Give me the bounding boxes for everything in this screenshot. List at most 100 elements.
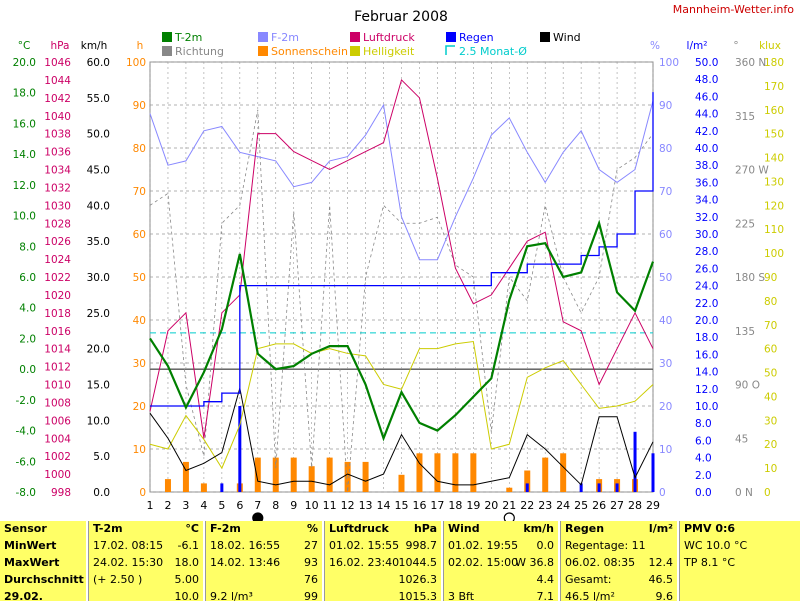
wind-tick-label: 50.0 <box>87 129 110 141</box>
brightness-tick-label: 130 <box>764 176 784 188</box>
brightness-tick-label: 70 <box>764 320 777 332</box>
temp-header: T-2m °C <box>89 521 203 537</box>
sunshine-tick-label: 80 <box>133 143 146 155</box>
legend-label: Wind <box>553 31 581 44</box>
rain-tick-label: 48.0 <box>695 74 718 86</box>
rain-row: 06.02. 08:35 12.4 <box>561 554 677 571</box>
daily-rain-bar <box>615 483 619 492</box>
pressure-title: Luftdruck <box>329 522 389 535</box>
wind-header: Wind km/h <box>444 521 558 537</box>
pressure-tick-label: 1028 <box>44 218 71 230</box>
humidity-tick-label: 60 <box>659 229 672 241</box>
daily-rain-bar <box>220 483 224 492</box>
row-label: 18.02. 16:55 <box>210 539 281 552</box>
row-value: 1026.3 <box>398 573 438 586</box>
legend: T-2m F-2m Luftdruck Regen Wind Richtung Sonnen… <box>162 31 581 58</box>
rain-tick-label: 12.0 <box>695 384 718 396</box>
row-value: -6.1 <box>177 539 199 552</box>
pressure-tick-label: 1024 <box>44 254 71 266</box>
sunshine-bar <box>326 457 333 492</box>
brightness-unit-label: klux <box>759 40 781 52</box>
sunshine-bar <box>308 466 315 492</box>
pressure-header: Luftdruck hPa <box>325 521 441 537</box>
bar-series <box>164 406 655 492</box>
pressure-unit: hPa <box>413 522 437 535</box>
rain-tick-label: 26.0 <box>695 263 718 275</box>
sunshine-bar <box>560 453 567 492</box>
x-tick-label: 22 <box>520 499 534 512</box>
sunshine-bar <box>272 457 279 492</box>
humidity-tick-label: 80 <box>659 143 672 155</box>
legend-swatch <box>446 32 456 42</box>
rain-tick-label: 10.0 <box>695 401 718 413</box>
rain-row: Gesamt: 46.5 <box>561 571 677 588</box>
weather-chart: Februar 2008 Mannheim-Wetter.info T-2m F-… <box>13 3 795 521</box>
row-value: 0.0 <box>536 539 555 552</box>
row-value: 93 <box>304 556 318 569</box>
temp-tick-label: 12.0 <box>13 180 36 192</box>
sensor-column: Sensor MinWert MaxWert Durchschnitt 29.0… <box>0 521 86 603</box>
t-2m-line <box>149 219 655 442</box>
brightness-tick-label: 150 <box>764 129 784 141</box>
pressure-tick-label: 1010 <box>44 380 71 392</box>
sensor-row: 29.02. <box>4 590 43 603</box>
sunshine-tick-label: 10 <box>133 444 146 456</box>
x-tick-label: 6 <box>236 499 243 512</box>
sensor-title: Sensor <box>4 522 47 535</box>
sunshine-tick-label: 40 <box>133 315 146 327</box>
legend-swatch <box>258 46 268 56</box>
wind-row: 4.4 <box>444 571 558 588</box>
humidity-tick-label: 70 <box>659 186 672 198</box>
pressure-tick-label: 1040 <box>44 111 71 123</box>
row-label: 46.5 l/m² <box>565 590 615 603</box>
sensor-row: Durchschnitt <box>4 573 84 586</box>
direction-tick-label: 270 W <box>735 165 769 177</box>
brightness-tick-label: 20 <box>764 439 777 451</box>
legend-label: F-2m <box>271 31 299 44</box>
daily-rain-bar <box>579 483 583 492</box>
rain-tick-label: 14.0 <box>695 367 718 379</box>
humidity-row: 14.02. 13:46 93 <box>206 554 322 571</box>
x-tick-label: 28 <box>628 499 642 512</box>
legend-label: Regen <box>459 31 494 44</box>
wind-line <box>149 387 654 486</box>
brightness-tick-label: 0 <box>764 487 771 499</box>
sunshine-bar <box>506 487 513 492</box>
humidity-tick-label: 100 <box>659 57 679 69</box>
row-label: 01.02. 15:55 <box>329 539 400 552</box>
sunshine-bar <box>362 461 369 492</box>
sensor-row: MinWert <box>4 539 57 552</box>
row-label: 06.02. 08:35 <box>565 556 636 569</box>
x-tick-label: 5 <box>218 499 225 512</box>
row-value: 7.1 <box>536 590 555 603</box>
humidity-tick-label: 30 <box>659 358 672 370</box>
pressure-tick-label: 1034 <box>44 165 71 177</box>
legend-label: Helligkeit <box>363 45 415 58</box>
humidity-tick-label: 10 <box>659 444 672 456</box>
x-tick-label: 21 <box>502 499 516 512</box>
row-label: 17.02. 08:15 <box>93 539 164 552</box>
x-tick-label: 16 <box>412 499 426 512</box>
sunshine-tick-label: 20 <box>133 401 146 413</box>
x-tick-label: 9 <box>290 499 297 512</box>
rain-column: Regen l/m² Regentage: 11 06.02. 08:35 12.4… <box>560 521 677 603</box>
direction-tick-label: 180 S <box>735 272 765 284</box>
temp-tick-label: 2.0 <box>19 333 36 345</box>
row-label: 16.02. 23:40 <box>329 556 400 569</box>
wind-tick-label: 35.0 <box>87 236 110 248</box>
brightness-tick-label: 40 <box>764 391 777 403</box>
row-label: 3 Bft <box>448 590 475 603</box>
x-tick-label: 2 <box>164 499 171 512</box>
x-tick-label: 17 <box>430 499 444 512</box>
row-value: 12.4 <box>648 556 674 569</box>
wind-tick-label: 55.0 <box>87 93 110 105</box>
temp-tick-label: 18.0 <box>13 88 36 100</box>
row-value: 76 <box>304 573 318 586</box>
site-link[interactable]: Mannheim-Wetter.info <box>673 3 795 16</box>
temp-row: 24.02. 15:30 18.0 <box>89 554 203 571</box>
row-value: 1044.5 <box>398 556 438 569</box>
sunshine-unit-label: h <box>137 40 144 52</box>
x-tick-label: 11 <box>323 499 337 512</box>
wind-tick-label: 45.0 <box>87 165 110 177</box>
row-value: 99 <box>304 590 318 603</box>
